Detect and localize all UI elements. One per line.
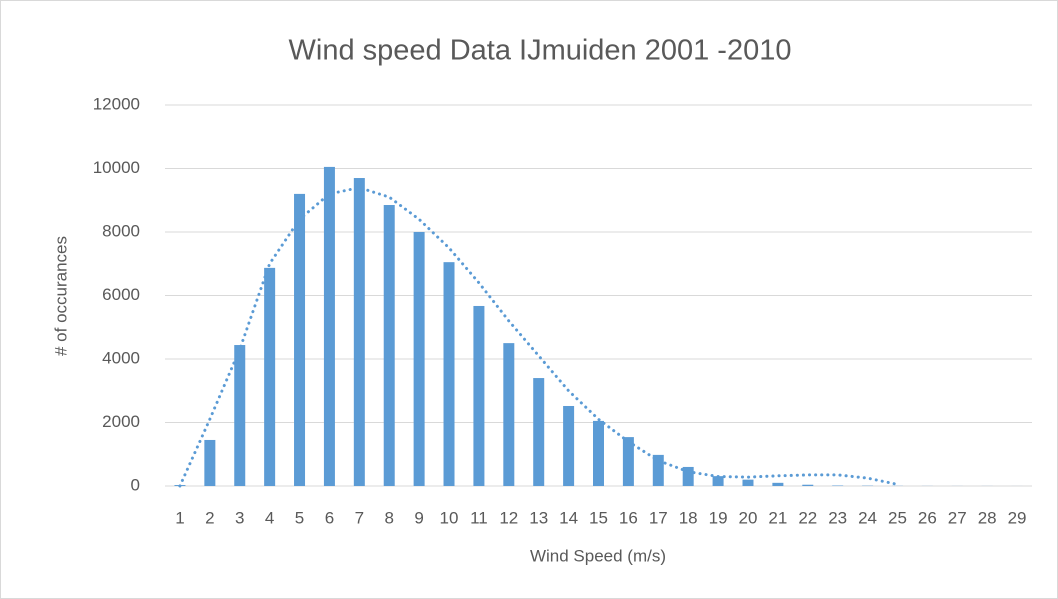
x-tick-label: 14 [559, 508, 578, 527]
bar [533, 378, 545, 486]
bar [174, 485, 186, 486]
bar [652, 454, 664, 486]
x-axis-title: Wind Speed (m/s) [530, 546, 666, 565]
bar [712, 476, 724, 486]
bar [413, 232, 425, 486]
bar [383, 205, 395, 486]
x-tick-label: 6 [325, 508, 334, 527]
bar [742, 479, 754, 486]
y-tick-label: 10000 [93, 158, 140, 177]
bar [294, 193, 306, 486]
x-tick-label: 16 [619, 508, 638, 527]
x-tick-label: 9 [414, 508, 423, 527]
bar [473, 305, 485, 486]
x-tick-label: 5 [295, 508, 304, 527]
x-tick-label: 25 [888, 508, 907, 527]
x-tick-label: 3 [235, 508, 244, 527]
x-tick-label: 22 [798, 508, 817, 527]
x-tick-label: 13 [529, 508, 548, 527]
y-tick-label: 12000 [93, 94, 140, 113]
x-tick-label: 18 [679, 508, 698, 527]
x-tick-label: 4 [265, 508, 274, 527]
x-tick-label: 20 [739, 508, 758, 527]
chart-title: Wind speed Data IJmuiden 2001 -2010 [289, 35, 792, 67]
x-tick-label: 17 [649, 508, 668, 527]
y-tick-label: 6000 [102, 285, 140, 304]
x-tick-label: 19 [709, 508, 728, 527]
bar [503, 343, 515, 486]
x-tick-label: 10 [440, 508, 459, 527]
y-tick-label: 4000 [102, 348, 140, 367]
x-tick-label: 28 [978, 508, 997, 527]
bar [682, 466, 694, 486]
x-tick-label: 8 [384, 508, 393, 527]
x-tick-label: 15 [589, 508, 608, 527]
bar [593, 420, 604, 486]
bar [622, 437, 634, 486]
bar [353, 178, 365, 486]
x-tick-label: 2 [205, 508, 214, 527]
bar [323, 166, 335, 486]
bar [204, 439, 216, 486]
x-tick-label: 24 [858, 508, 877, 527]
bar [563, 405, 575, 486]
x-tick-label: 21 [768, 508, 787, 527]
x-tick-label: 26 [918, 508, 937, 527]
x-tick-label: 12 [499, 508, 518, 527]
x-tick-label: 1 [175, 508, 184, 527]
bar [802, 484, 814, 486]
bar [264, 267, 276, 486]
x-tick-label: 23 [828, 508, 847, 527]
x-tick-label: 7 [355, 508, 364, 527]
x-tick-label: 27 [948, 508, 967, 527]
y-tick-label: 8000 [102, 221, 140, 240]
y-tick-label: 2000 [102, 412, 140, 431]
x-tick-label: 29 [1008, 508, 1027, 527]
y-axis-title: # of occurances [51, 236, 70, 356]
bar [772, 482, 784, 486]
x-tick-label: 11 [470, 508, 488, 527]
bar [234, 345, 246, 486]
y-tick-label: 0 [131, 475, 140, 494]
bar [443, 262, 455, 486]
